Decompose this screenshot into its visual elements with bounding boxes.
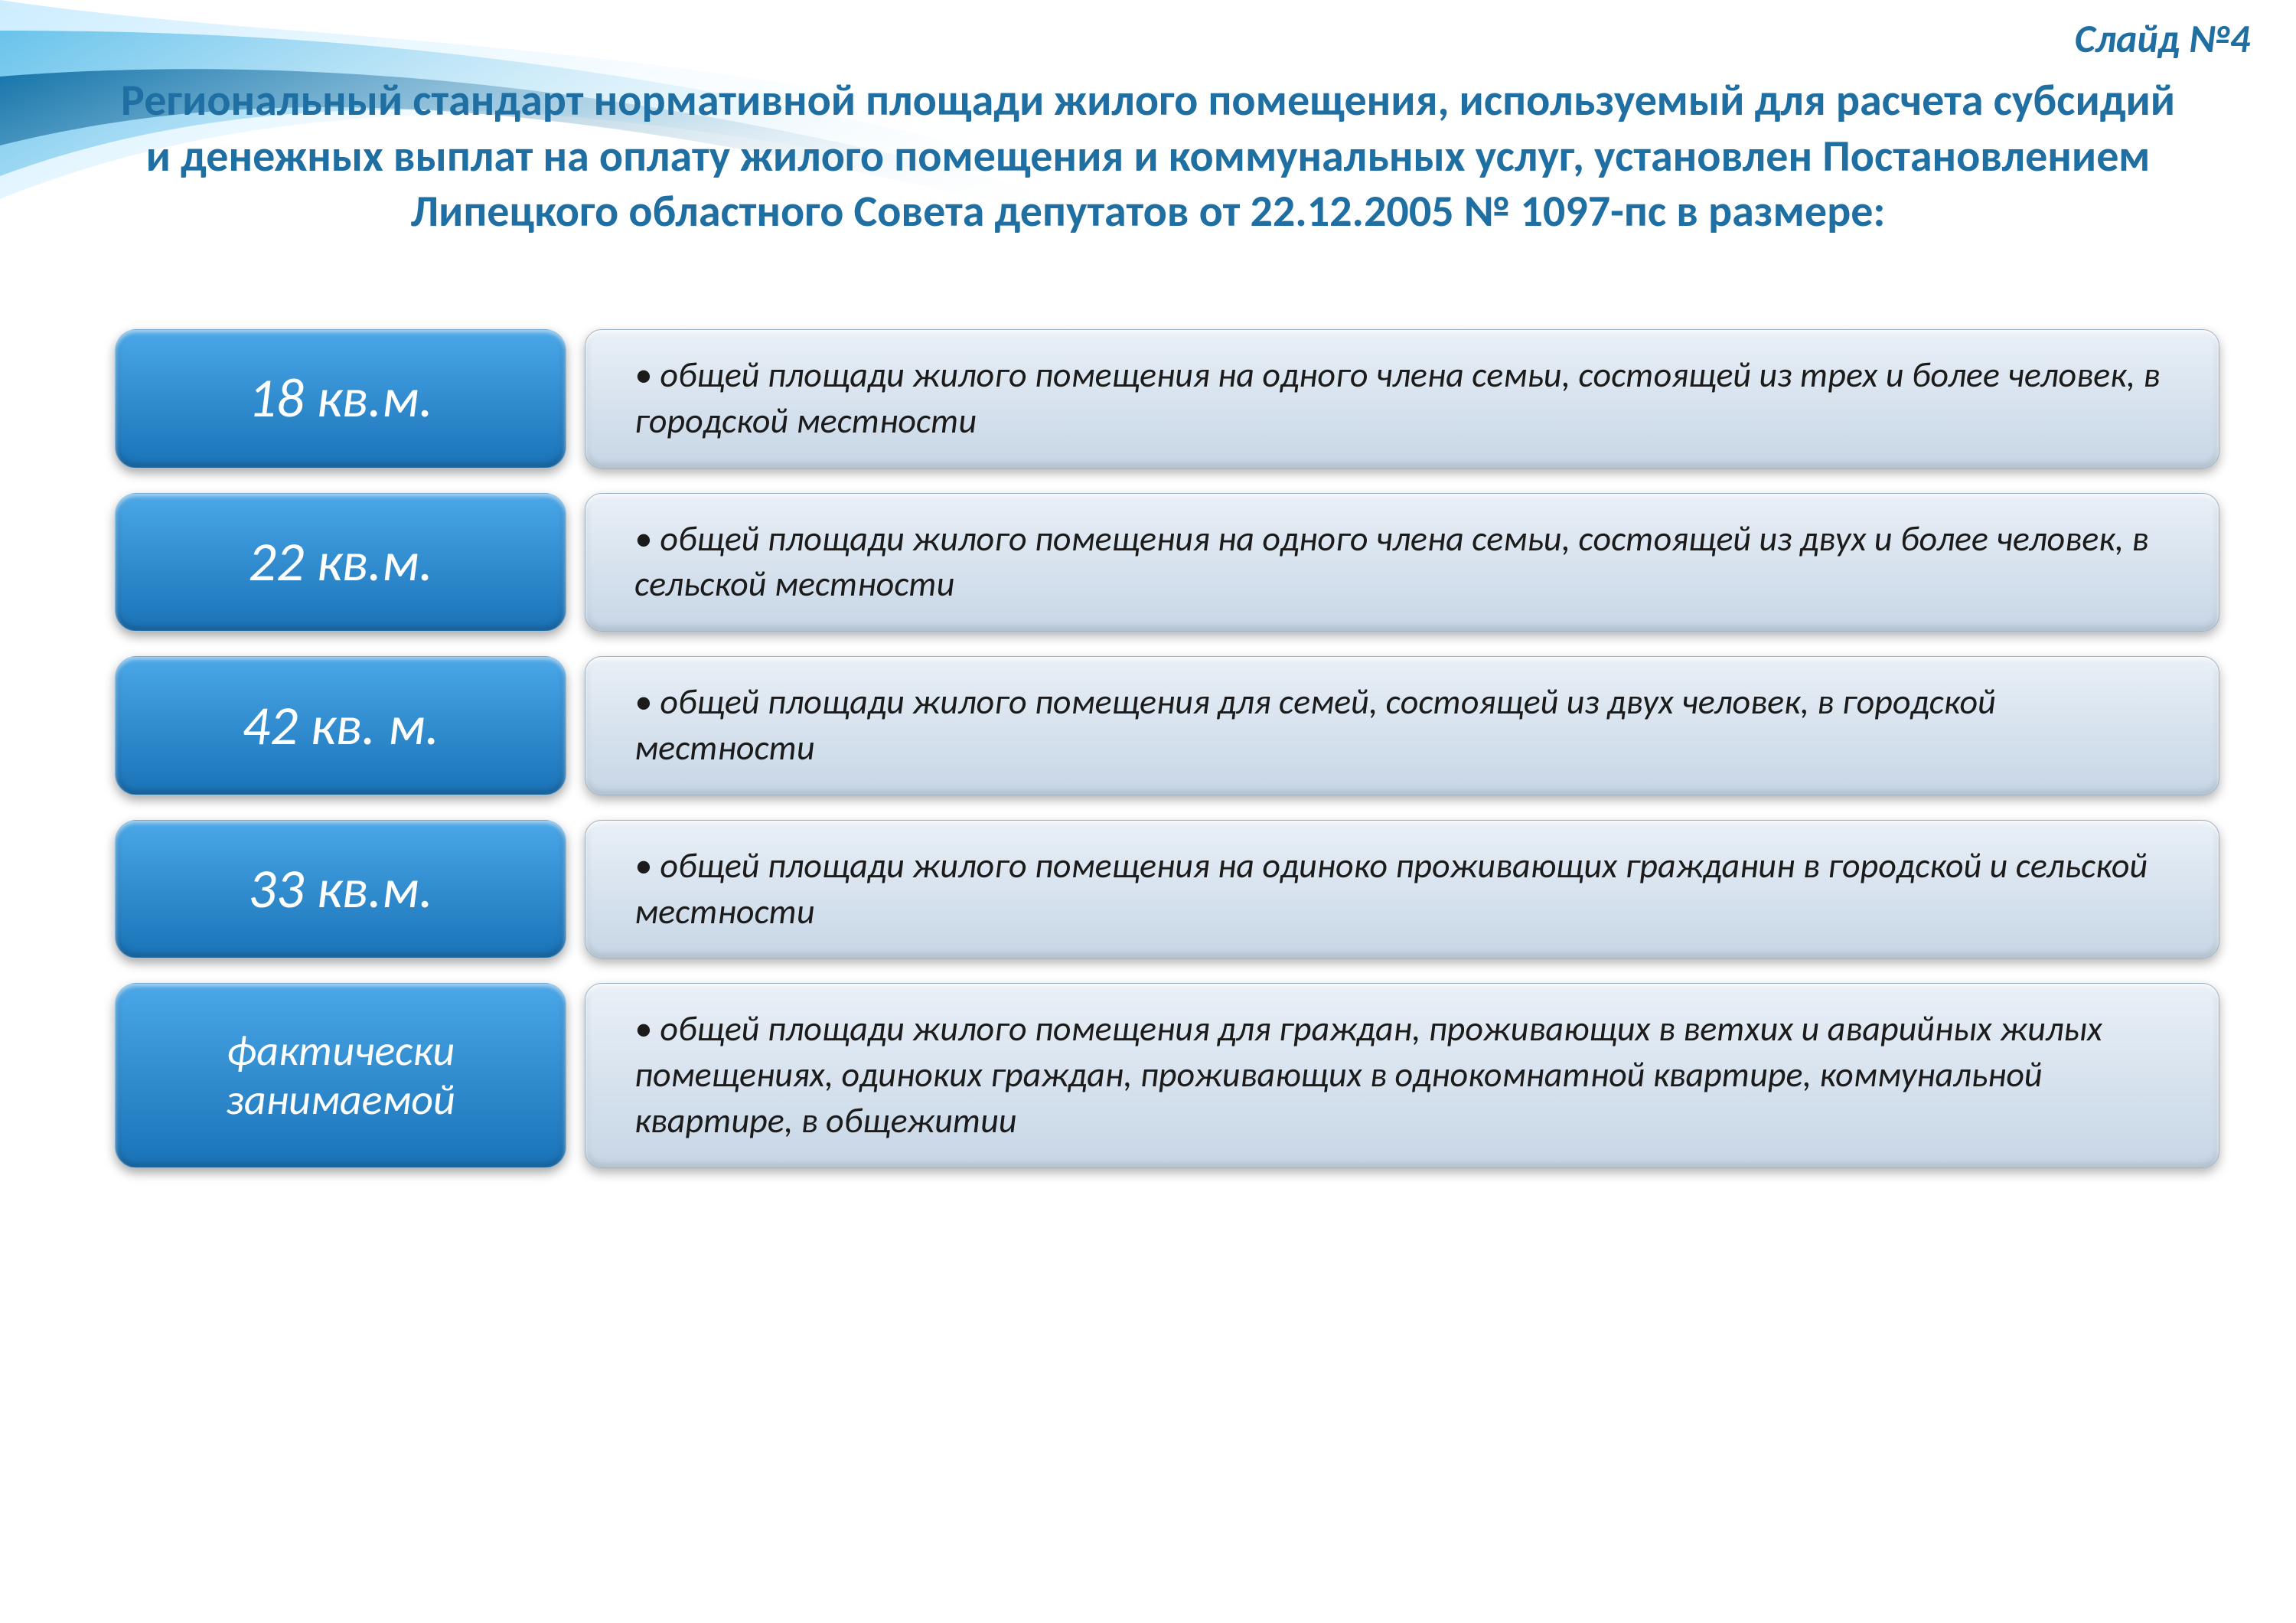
desc-3-text: общей площади жилого помещения для семей… xyxy=(634,680,2182,772)
desc-3: общей площади жилого помещения для семей… xyxy=(585,656,2219,795)
row-3: 42 кв. м. общей площади жилого помещения… xyxy=(115,656,2219,795)
row-5: фактически занимаемой общей площади жило… xyxy=(115,983,2219,1167)
row-1: 18 кв.м. общей площади жилого помещения … xyxy=(115,329,2219,469)
desc-1: общей площади жилого помещения на одного… xyxy=(585,329,2219,469)
desc-2: общей площади жилого помещения на одного… xyxy=(585,493,2219,632)
desc-5-text: общей площади жилого помещения для гражд… xyxy=(634,1007,2182,1144)
row-2: 22 кв.м. общей площади жилого помещения … xyxy=(115,493,2219,632)
desc-4-text: общей площади жилого помещения на одинок… xyxy=(634,844,2182,936)
badge-3: 42 кв. м. xyxy=(115,656,566,795)
slide-number: Слайд №4 xyxy=(2075,14,2250,63)
slide-title: Региональный стандарт нормативной площад… xyxy=(107,73,2189,240)
desc-1-text: общей площади жилого помещения на одного… xyxy=(634,353,2182,445)
badge-4: 33 кв.м. xyxy=(115,820,566,959)
row-4: 33 кв.м. общей площади жилого помещения … xyxy=(115,820,2219,959)
badge-5: фактически занимаемой xyxy=(115,983,566,1167)
badge-1: 18 кв.м. xyxy=(115,329,566,469)
content-rows: 18 кв.м. общей площади жилого помещения … xyxy=(115,329,2219,1168)
desc-2-text: общей площади жилого помещения на одного… xyxy=(634,517,2182,609)
desc-4: общей площади жилого помещения на одинок… xyxy=(585,820,2219,959)
badge-2: 22 кв.м. xyxy=(115,493,566,632)
desc-5: общей площади жилого помещения для гражд… xyxy=(585,983,2219,1167)
